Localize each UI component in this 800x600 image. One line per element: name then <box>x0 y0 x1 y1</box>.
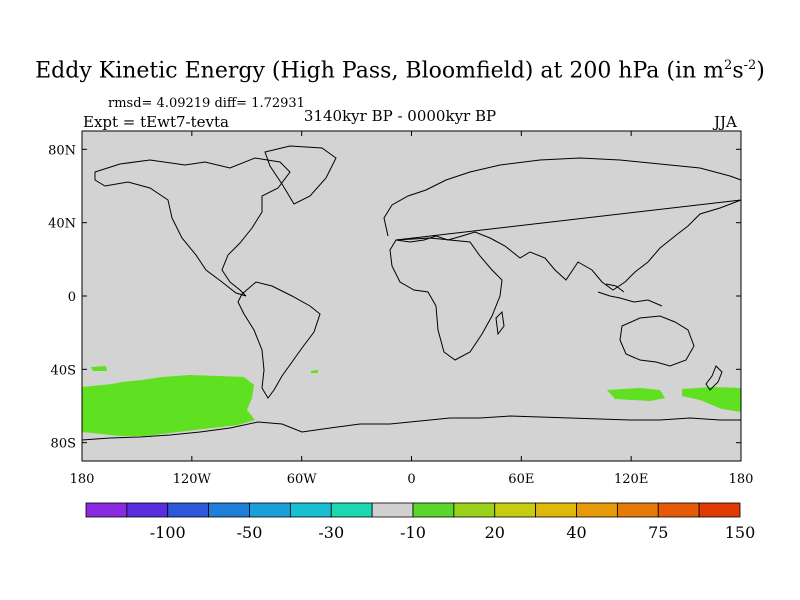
colorbar-swatch <box>494 502 537 518</box>
coastlines <box>81 145 742 441</box>
colorbar-label: -50 <box>237 523 263 542</box>
colorbar-swatch <box>249 502 291 518</box>
colorbar-swatch <box>85 502 128 518</box>
lon-tick-label: 60E <box>508 472 534 487</box>
coast-madagascar <box>495 310 505 336</box>
colorbar-label: -10 <box>400 523 426 542</box>
coast-australia <box>619 315 695 367</box>
coast-indonesia <box>597 283 663 307</box>
latitude-axis: 80N 40N 0 40S 80S <box>48 143 741 452</box>
map-plot: 80N 40N 0 40S 80S 180 120W 60W 0 60E 120E 180 <box>48 130 754 487</box>
experiment-label: Expt = tEwt7-tevta <box>83 113 229 131</box>
colorbar-swatch <box>371 502 414 518</box>
lon-tick-label: 180 <box>70 472 95 487</box>
colorbar-swatch <box>453 502 496 518</box>
coast-new-zealand <box>705 365 723 391</box>
lon-tick-label: 120W <box>173 472 212 487</box>
colorbar-label: 20 <box>485 523 505 542</box>
colorbar-swatch <box>657 502 700 518</box>
anomaly-regions <box>82 366 741 436</box>
coast-europe-asia <box>383 157 742 291</box>
coast-antarctica <box>81 415 741 441</box>
coast-africa <box>389 237 503 361</box>
colorbar-swatch <box>576 502 618 518</box>
anomaly-region-south-pacific <box>82 375 255 436</box>
lat-tick-label: 40S <box>51 363 76 378</box>
lat-tick-label: 40N <box>48 217 76 232</box>
colorbar-label: 150 <box>725 523 756 542</box>
lat-tick-label: 80N <box>48 143 76 158</box>
colorbar-label: -30 <box>318 523 344 542</box>
lon-tick-label: 180 <box>729 472 754 487</box>
colorbar-swatch <box>535 502 577 518</box>
colorbar-swatch <box>412 502 455 518</box>
colorbar-swatch <box>698 502 741 518</box>
anomaly-region-tasman <box>682 387 741 412</box>
anomaly-region-small-atlantic <box>311 370 318 373</box>
chart-title: Eddy Kinetic Energy (High Pass, Bloomfie… <box>35 58 765 84</box>
lat-tick-label: 0 <box>68 290 76 305</box>
longitude-axis: 180 120W 60W 0 60E 120E 180 <box>70 131 754 487</box>
lon-tick-label: 0 <box>407 472 415 487</box>
colorbar-labels: -100 -50 -30 -10 20 40 75 150 <box>150 523 756 542</box>
colorbar-swatch <box>330 502 373 518</box>
colorbar-swatch <box>289 502 332 518</box>
period-label: 3140kyr BP - 0000kyr BP <box>303 107 497 125</box>
lon-tick-label: 60W <box>287 472 318 487</box>
stats-text: rmsd= 4.09219 diff= 1.72931 <box>108 96 305 111</box>
colorbar-label: 40 <box>566 523 586 542</box>
season-label: JJA <box>714 113 737 131</box>
colorbar-swatch <box>167 502 210 518</box>
colorbar-label: -100 <box>150 523 186 542</box>
coast-north-america <box>94 157 291 297</box>
coast-greenland <box>264 145 337 205</box>
colorbar-swatch <box>126 502 169 518</box>
anomaly-region-south-indian <box>607 388 665 401</box>
lat-tick-label: 80S <box>51 437 76 452</box>
coast-south-america <box>237 281 321 399</box>
colorbar <box>85 502 741 518</box>
lon-tick-label: 120E <box>614 472 648 487</box>
colorbar-swatch <box>616 502 659 518</box>
colorbar-swatch <box>208 502 250 518</box>
anomaly-region-small-pacific <box>91 366 107 371</box>
colorbar-label: 75 <box>648 523 668 542</box>
